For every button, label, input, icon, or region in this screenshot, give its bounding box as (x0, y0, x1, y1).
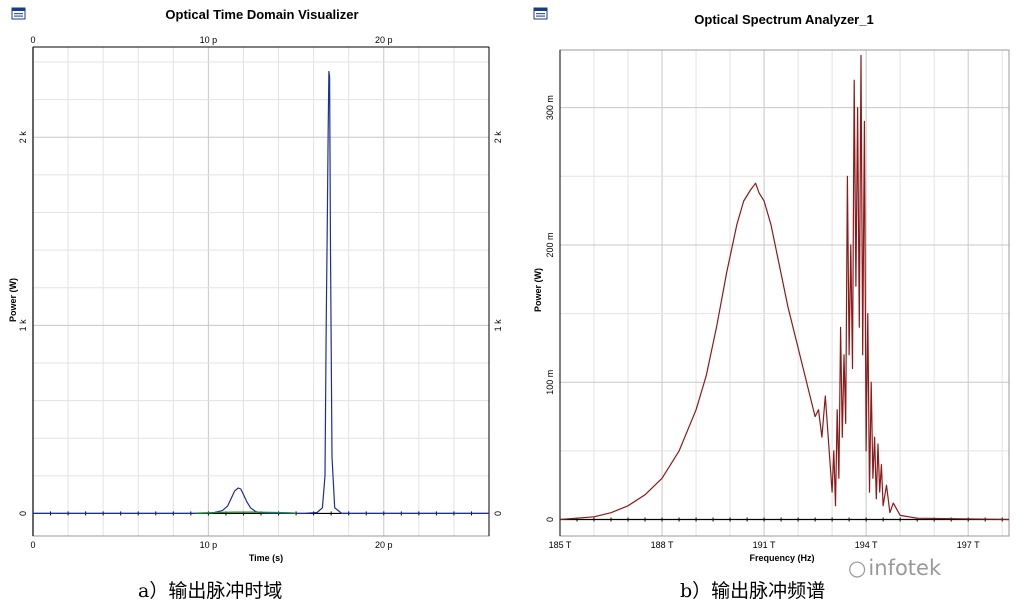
caption-spectrum: b）输出脉冲频谱 (680, 580, 826, 602)
x-top-tick-label: 0 (30, 35, 35, 45)
x-top-tick-label: 20 p (375, 35, 393, 45)
grid (32, 47, 490, 536)
time-domain-panel: Optical Time Domain Visualizer 0 10 p 20 p… (0, 0, 512, 575)
x-tick-label: 10 p (200, 540, 218, 550)
watermark-text: infotek (868, 556, 942, 580)
y-tick-label: 1 k (18, 319, 28, 332)
x-tick-label: 191 T (753, 540, 776, 550)
tick-labels: 185 T 188 T 191 T 194 T 197 T 0 100 m 200 m 300 … (545, 95, 980, 550)
y-right-tick-label: 1 k (493, 319, 503, 332)
wechat-icon: ○ (848, 556, 869, 580)
y-tick-label: 200 m (545, 232, 555, 257)
x-tick-label: 185 T (549, 540, 572, 550)
x-axis-label: Time (s) (249, 553, 283, 563)
series-lines (559, 54, 1010, 521)
y-right-tick-label: 2 k (493, 131, 503, 144)
x-tick-label: 197 T (957, 540, 980, 550)
y-axis-label: Power (W) (8, 278, 18, 322)
y-tick-label: 0 (545, 517, 555, 522)
x-tick-label: 20 p (375, 540, 393, 550)
time-domain-chart: Optical Time Domain Visualizer 0 10 p 20 p… (8, 7, 503, 563)
x-axis-label: Frequency (Hz) (749, 553, 814, 563)
y-axis-label: Power (W) (533, 268, 543, 312)
spectrum-panel: Optical Spectrum Analyzer_1 185 T 188 T 19… (512, 0, 1024, 575)
caption-time-domain: a）输出脉冲时域 (138, 580, 283, 602)
x-tick-label: 188 T (651, 540, 674, 550)
tick-labels: 0 10 p 20 p 0 10 p 20 p 0 1 k 2 k 0 1 k 2 k (18, 35, 503, 550)
y-right-tick-label: 0 (493, 511, 503, 516)
x-tick-label: 194 T (855, 540, 878, 550)
window-icon (533, 7, 548, 20)
chart-title: Optical Spectrum Analyzer_1 (694, 12, 873, 27)
series-line-1 (196, 511, 297, 514)
series-line-0 (33, 70, 489, 515)
y-tick-label: 2 k (18, 131, 28, 144)
y-tick-label: 0 (18, 511, 28, 516)
x-top-tick-label: 10 p (200, 35, 218, 45)
window-icon (11, 7, 26, 20)
series-lines (33, 70, 489, 515)
y-tick-label: 100 m (545, 370, 555, 395)
y-tick-label: 300 m (545, 95, 555, 120)
spectrum-chart: Optical Spectrum Analyzer_1 185 T 188 T 19… (533, 7, 1010, 563)
watermark: ○ infotek (848, 556, 941, 580)
chart-title: Optical Time Domain Visualizer (165, 7, 358, 22)
series-line-0 (559, 54, 1010, 521)
x-tick-label: 0 (30, 540, 35, 550)
